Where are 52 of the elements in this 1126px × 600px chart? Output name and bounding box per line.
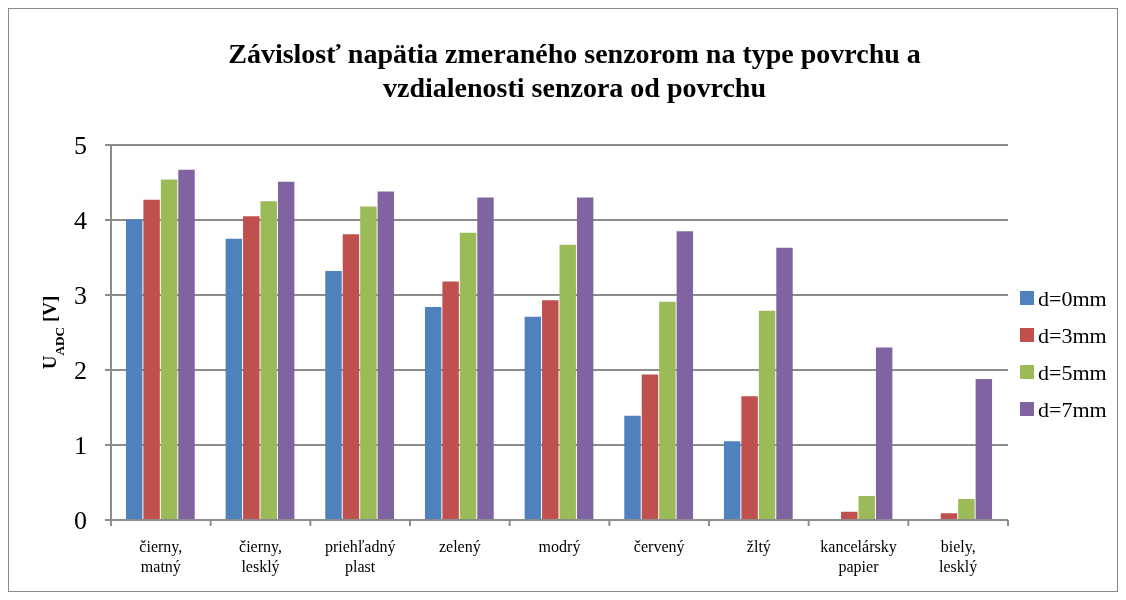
y-tick-label: 5 — [74, 131, 87, 161]
bar — [559, 244, 576, 520]
bar — [377, 191, 395, 520]
bar — [641, 374, 659, 520]
bar — [125, 219, 143, 520]
bar — [576, 197, 594, 520]
bar — [143, 199, 160, 520]
bar — [442, 281, 459, 520]
bar — [875, 347, 893, 520]
x-tick-label: modrý — [538, 538, 581, 556]
bar — [542, 300, 559, 520]
x-tick-label: čierny, lesklý — [239, 538, 282, 576]
bar — [160, 179, 178, 520]
bar — [975, 379, 993, 520]
y-tick-label: 4 — [74, 206, 87, 236]
bar — [477, 197, 494, 520]
x-tick-label: zelený — [438, 538, 481, 556]
bar — [958, 499, 975, 520]
y-tick-label: 1 — [74, 431, 87, 461]
bar — [225, 238, 243, 520]
bar — [776, 247, 793, 520]
bar — [277, 181, 295, 520]
bar — [858, 496, 875, 520]
legend-label: d=5mm — [1038, 359, 1107, 385]
y-tick-label: 0 — [74, 506, 87, 536]
bar — [758, 310, 776, 520]
legend-label: d=0mm — [1038, 285, 1107, 311]
bar — [676, 231, 694, 520]
x-tick-label: kancelársky papier — [820, 538, 897, 576]
legend-label: d=7mm — [1038, 396, 1107, 422]
bar — [178, 169, 195, 520]
bar — [459, 232, 477, 520]
bar — [260, 201, 277, 520]
x-tick-label: priehľadný plast — [324, 538, 396, 576]
x-tick-label: čierny, matný — [139, 538, 183, 576]
y-tick-label: 2 — [74, 356, 87, 386]
bar — [524, 316, 542, 520]
bar — [659, 301, 676, 520]
bar — [342, 234, 360, 520]
bar — [723, 441, 741, 520]
bar — [325, 271, 342, 520]
x-tick-label: biely, lesklý — [939, 538, 978, 576]
bar — [741, 396, 758, 520]
x-tick-label: žltý — [746, 538, 771, 556]
chart-title: Závislosť napätia zmeraného senzorom na type povrchu a vzdialenosti senzora od povrchu — [228, 38, 921, 103]
x-tick-label: červený — [633, 538, 685, 556]
bar — [243, 216, 260, 520]
bar — [624, 415, 641, 520]
bar — [424, 307, 442, 520]
legend-label: d=3mm — [1038, 322, 1107, 348]
bar — [360, 206, 377, 520]
y-tick-label: 3 — [74, 281, 87, 311]
